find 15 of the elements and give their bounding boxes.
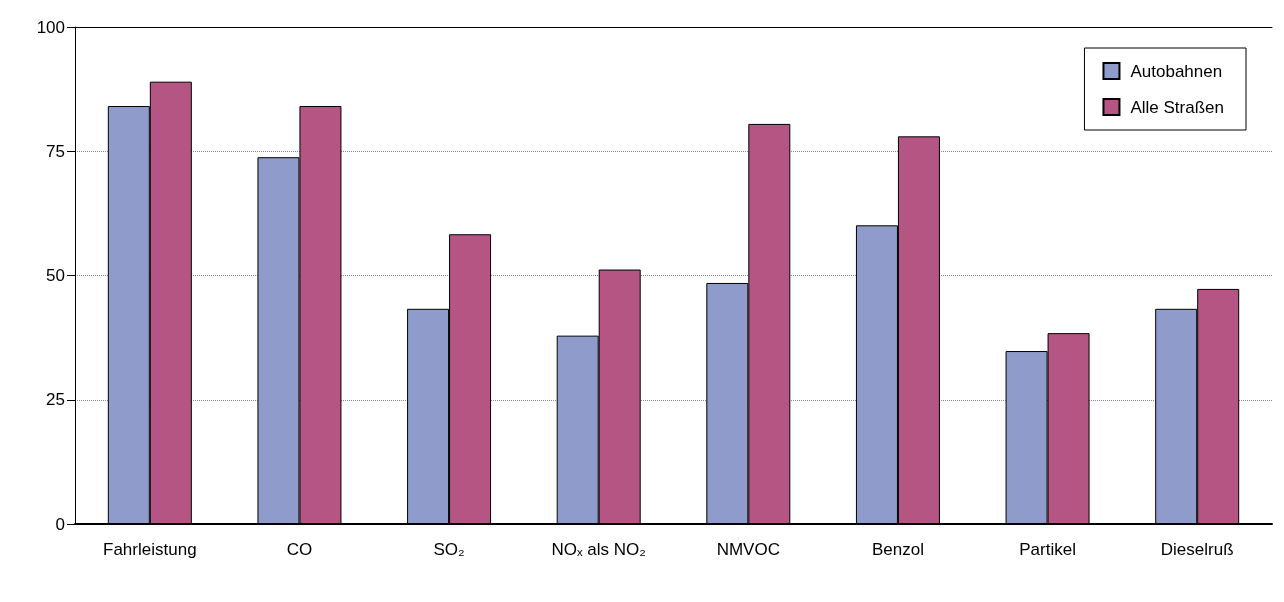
y-tick-label: 50 [46,266,65,285]
x-tick-label: Benzol [871,539,924,559]
x-tick-label: Partikel [1019,539,1076,559]
x-tick-label: CO [286,539,313,559]
y-tick-label: 25 [46,390,65,410]
y-tick-label: 0 [55,514,65,534]
x-tick-label: Fahrleistung [103,539,197,559]
y-tick-label: 100 [36,17,65,37]
x-tick-label: NOₓ als NO₂ [551,539,646,559]
x-tick-label: Dieselruß [1160,539,1234,559]
legend-label: Alle Straßen [1130,97,1225,117]
legend-label: Autobahnen [1130,61,1223,81]
x-tick-label: SO₂ [433,539,465,559]
y-tick-label: 75 [46,141,65,161]
x-tick-label: NMVOC [716,539,780,559]
